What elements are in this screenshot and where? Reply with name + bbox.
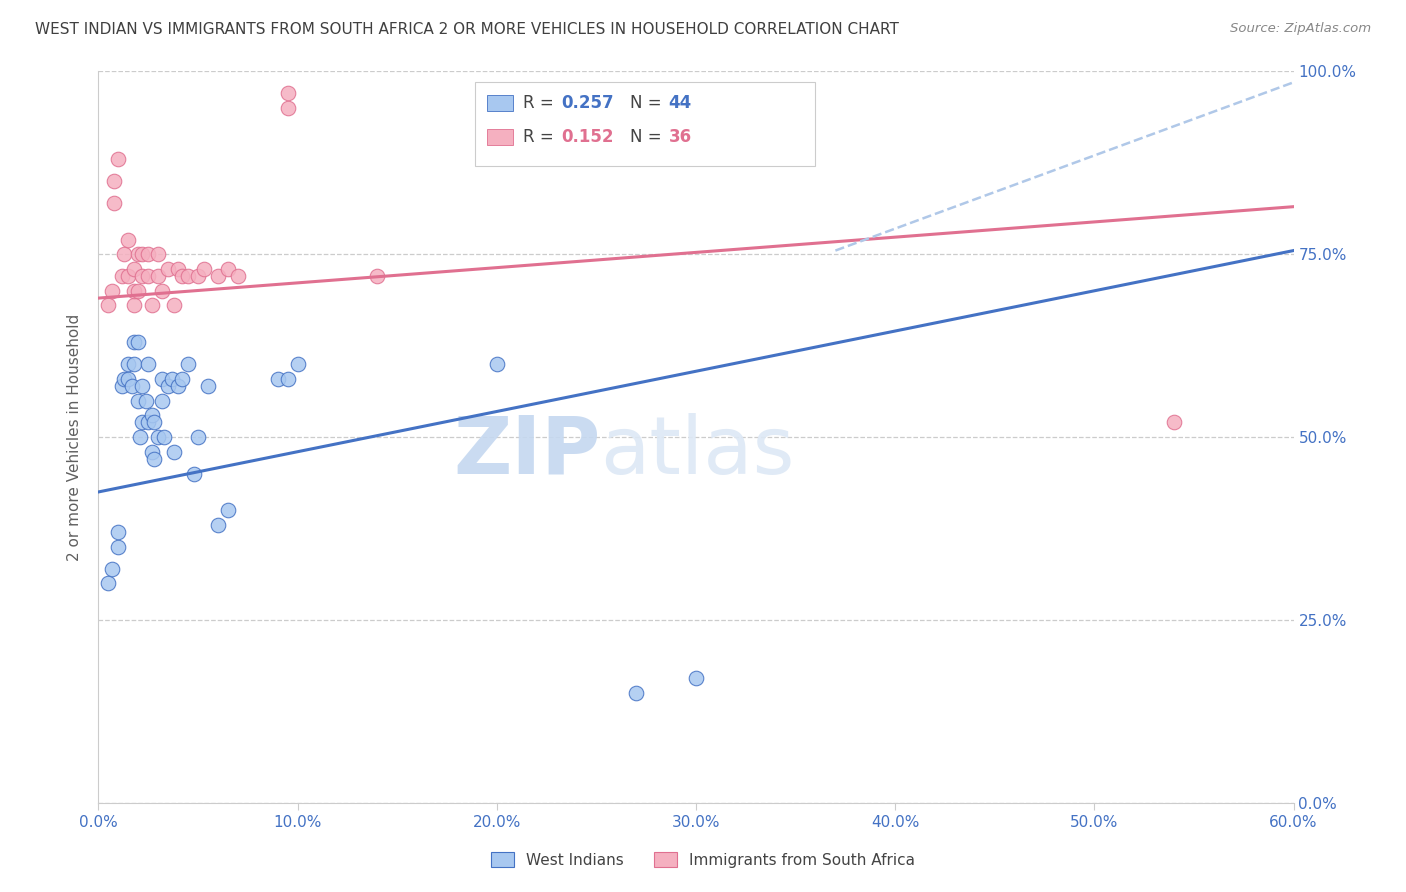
- Point: [107, 152, 129, 166]
- Point: [124, 298, 146, 312]
- Point: [136, 416, 159, 430]
- Point: [121, 379, 143, 393]
- Point: [103, 174, 125, 188]
- Point: [153, 430, 176, 444]
- Point: [172, 371, 194, 385]
- Point: [207, 269, 229, 284]
- Point: [183, 467, 205, 481]
- Point: [287, 357, 309, 371]
- Text: 36: 36: [668, 128, 692, 146]
- Point: [124, 334, 146, 349]
- Point: [157, 379, 180, 393]
- Point: [127, 284, 149, 298]
- Text: Source: ZipAtlas.com: Source: ZipAtlas.com: [1230, 22, 1371, 36]
- Point: [131, 379, 153, 393]
- Text: 0.257: 0.257: [561, 94, 613, 112]
- Point: [143, 416, 166, 430]
- Point: [111, 269, 134, 284]
- FancyBboxPatch shape: [475, 82, 815, 167]
- Text: ZIP: ZIP: [453, 413, 600, 491]
- Point: [141, 444, 163, 458]
- Point: [197, 379, 219, 393]
- Point: [131, 247, 153, 261]
- Point: [143, 452, 166, 467]
- Point: [163, 444, 186, 458]
- Point: [117, 269, 139, 284]
- Point: [157, 261, 180, 276]
- Point: [112, 371, 135, 385]
- Text: N =: N =: [630, 94, 666, 112]
- Text: N =: N =: [630, 128, 666, 146]
- Point: [167, 261, 190, 276]
- Point: [141, 408, 163, 422]
- Point: [127, 334, 149, 349]
- Point: [187, 269, 209, 284]
- Point: [277, 101, 299, 115]
- Point: [117, 357, 139, 371]
- Point: [124, 261, 146, 276]
- Point: [101, 284, 124, 298]
- Point: [277, 87, 299, 101]
- Point: [136, 269, 159, 284]
- Text: 44: 44: [668, 94, 692, 112]
- Text: atlas: atlas: [600, 413, 794, 491]
- Point: [131, 269, 153, 284]
- Point: [136, 357, 159, 371]
- Point: [136, 247, 159, 261]
- Point: [131, 416, 153, 430]
- Point: [177, 357, 200, 371]
- Point: [103, 196, 125, 211]
- Point: [277, 371, 299, 385]
- Point: [141, 298, 163, 312]
- Point: [135, 393, 157, 408]
- Point: [177, 269, 200, 284]
- Point: [148, 430, 170, 444]
- Point: [217, 503, 239, 517]
- Point: [111, 379, 134, 393]
- Point: [1163, 416, 1185, 430]
- Point: [150, 371, 173, 385]
- Point: [112, 247, 135, 261]
- Point: [226, 269, 249, 284]
- Text: R =: R =: [523, 128, 558, 146]
- Text: WEST INDIAN VS IMMIGRANTS FROM SOUTH AFRICA 2 OR MORE VEHICLES IN HOUSEHOLD CORR: WEST INDIAN VS IMMIGRANTS FROM SOUTH AFR…: [35, 22, 898, 37]
- Text: R =: R =: [523, 94, 558, 112]
- Point: [127, 247, 149, 261]
- Point: [163, 298, 186, 312]
- Point: [107, 540, 129, 554]
- Point: [97, 298, 120, 312]
- Text: 0.152: 0.152: [561, 128, 613, 146]
- Point: [267, 371, 290, 385]
- Point: [172, 269, 194, 284]
- Point: [187, 430, 209, 444]
- Point: [117, 371, 139, 385]
- Point: [117, 233, 139, 247]
- Point: [127, 393, 149, 408]
- Point: [207, 517, 229, 532]
- Point: [685, 672, 707, 686]
- Point: [217, 261, 239, 276]
- Point: [150, 393, 173, 408]
- Legend: West Indians, Immigrants from South Africa: West Indians, Immigrants from South Afri…: [484, 844, 922, 875]
- Point: [485, 357, 508, 371]
- Point: [150, 284, 173, 298]
- Point: [107, 525, 129, 540]
- Point: [193, 261, 215, 276]
- Point: [148, 269, 170, 284]
- Point: [626, 686, 648, 700]
- Point: [124, 357, 146, 371]
- Point: [160, 371, 183, 385]
- Point: [101, 562, 124, 576]
- Point: [167, 379, 190, 393]
- Point: [148, 247, 170, 261]
- Point: [124, 284, 146, 298]
- Point: [366, 269, 388, 284]
- FancyBboxPatch shape: [486, 129, 513, 145]
- Point: [97, 576, 120, 591]
- Point: [129, 430, 152, 444]
- Y-axis label: 2 or more Vehicles in Household: 2 or more Vehicles in Household: [67, 313, 83, 561]
- FancyBboxPatch shape: [486, 95, 513, 111]
